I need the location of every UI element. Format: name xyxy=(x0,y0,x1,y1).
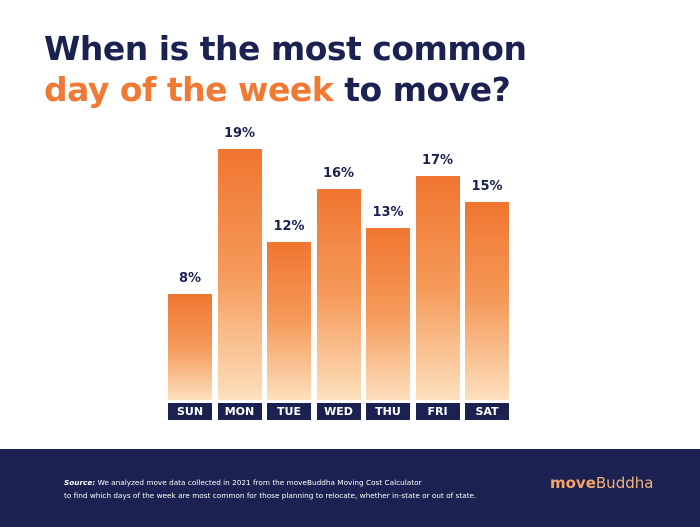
bar-chart: 8% SUN 19% MON 12% TUE 16% WED 13% THU 17% FRI 15% SA… xyxy=(168,120,512,420)
bar-group-sat: 15% SAT xyxy=(465,120,509,420)
logo-bold: move xyxy=(550,474,596,492)
day-label: WED xyxy=(316,403,361,420)
day-label: TUE xyxy=(267,403,311,420)
day-label: FRI xyxy=(415,403,460,420)
day-label: SUN xyxy=(168,403,212,420)
bar xyxy=(465,202,509,400)
bar-value-label: 8% xyxy=(178,271,202,287)
bar-value-label: 17% xyxy=(421,152,454,168)
bar xyxy=(217,149,262,400)
title-line-2: day of the week to move? xyxy=(44,69,526,110)
title-line-1: When is the most common xyxy=(44,29,527,68)
source-note: Source: We analyzed move data collected … xyxy=(64,476,476,502)
logo-light: Buddha xyxy=(595,474,654,492)
bar xyxy=(316,188,361,400)
day-label: SAT xyxy=(465,403,509,420)
bar xyxy=(415,175,460,400)
bar-group-fri: 17% FRI xyxy=(415,120,460,420)
bar-group-thu: 13% THU xyxy=(366,120,410,420)
bar-value-label: 19% xyxy=(223,126,256,142)
source-line-2: to find which days of the week are most … xyxy=(64,491,477,500)
bar xyxy=(168,294,212,400)
bar-value-label: 12% xyxy=(273,218,305,234)
bar-value-label: 15% xyxy=(471,179,503,194)
bar-group-sun: 8% SUN xyxy=(168,120,212,420)
bar-group-mon: 19% MON xyxy=(217,120,262,420)
bar xyxy=(366,228,410,400)
bar-group-wed: 16% WED xyxy=(316,120,361,420)
bar xyxy=(267,241,311,400)
bar-value-label: 16% xyxy=(322,165,355,181)
day-label: MON xyxy=(217,403,262,420)
bar-value-label: 13% xyxy=(372,205,404,221)
bar-group-tue: 12% TUE xyxy=(267,120,311,420)
day-label: THU xyxy=(366,403,410,420)
source-label: Source: xyxy=(64,478,96,487)
page-title: When is the most common day of the week … xyxy=(44,28,527,110)
title-rest: to move? xyxy=(333,70,511,109)
movebuddha-logo: moveBuddha xyxy=(550,474,653,492)
source-line-1: We analyzed move data collected in 2021 … xyxy=(95,478,422,487)
title-accent: day of the week xyxy=(44,70,334,109)
footer: Source: We analyzed move data collected … xyxy=(0,449,700,527)
